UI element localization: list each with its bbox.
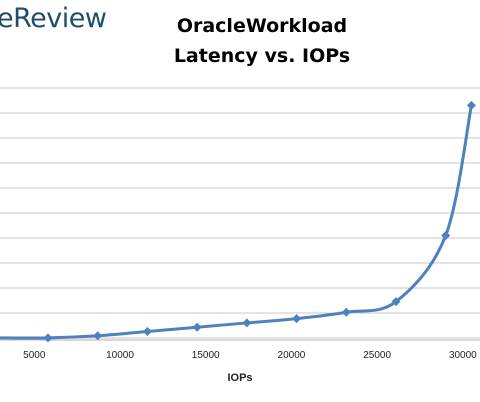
series-line-0	[0, 105, 473, 340]
data-point-marker	[466, 100, 476, 110]
data-point-marker	[292, 314, 302, 324]
chart-title: OracleWorkload	[176, 15, 348, 37]
data-point-marker	[142, 326, 152, 336]
data-point-marker	[43, 333, 53, 343]
x-tick-label: 10000	[106, 350, 134, 361]
data-point-marker	[93, 331, 103, 341]
data-point-marker	[242, 318, 252, 328]
data-point-marker	[192, 322, 202, 332]
data-point-marker	[441, 230, 451, 240]
data-point-marker	[341, 307, 351, 317]
brand-logo-text: eReview	[0, 3, 107, 34]
data-point-marker	[391, 297, 401, 307]
x-tick-label: 15000	[192, 350, 220, 361]
x-axis-label: IOPs	[227, 372, 253, 384]
x-tick-label: 5000	[23, 350, 46, 361]
x-tick-label: 25000	[363, 350, 391, 361]
chart-subtitle: Latency vs. IOPs	[173, 45, 351, 67]
x-tick-label: 20000	[278, 350, 306, 361]
x-tick-label: 30000	[449, 350, 477, 361]
